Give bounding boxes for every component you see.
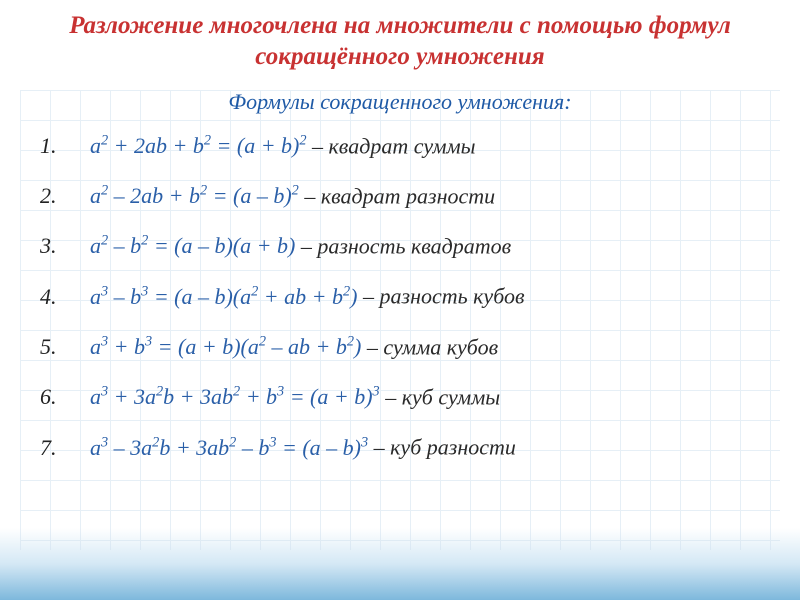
formula-row: 4.a3 – b3 = (a – b)(a2 + ab + b2) – разн… (40, 283, 760, 309)
formula-label: – сумма кубов (361, 334, 498, 359)
formula-label: – квадрат суммы (307, 133, 476, 158)
formula-number: 3. (40, 233, 90, 259)
formula-number: 6. (40, 384, 90, 410)
formula-list: 1.a2 + 2ab + b2 = (a + b)2 – квадрат сум… (0, 133, 800, 461)
formula-row: 3.a2 – b2 = (a – b)(a + b) – разность кв… (40, 233, 760, 259)
formula-text: a3 – 3a2b + 3ab2 – b3 = (a – b)3 – куб р… (90, 434, 516, 460)
formula-expression: a3 + b3 = (a + b)(a2 – ab + b2) (90, 334, 361, 359)
formula-expression: a2 + 2ab + b2 = (a + b)2 (90, 133, 307, 158)
formula-expression: a2 – 2ab + b2 = (a – b)2 (90, 183, 299, 208)
formula-number: 7. (40, 435, 90, 461)
formula-label: – квадрат разности (299, 183, 495, 208)
formula-label: – разность кубов (357, 284, 524, 309)
formula-label: – куб разности (368, 435, 516, 460)
formula-number: 2. (40, 183, 90, 209)
formula-number: 1. (40, 133, 90, 159)
formula-expression: a3 – 3a2b + 3ab2 – b3 = (a – b)3 (90, 435, 368, 460)
formula-text: a3 – b3 = (a – b)(a2 + ab + b2) – разнос… (90, 283, 525, 309)
formula-row: 7.a3 – 3a2b + 3ab2 – b3 = (a – b)3 – куб… (40, 434, 760, 460)
formula-text: a2 + 2ab + b2 = (a + b)2 – квадрат суммы (90, 133, 476, 159)
formula-expression: a2 – b2 = (a – b)(a + b) (90, 233, 295, 258)
slide: Разложение многочлена на множители с пом… (0, 0, 800, 600)
formula-expression: a3 + 3a2b + 3ab2 + b3 = (a + b)3 (90, 384, 380, 409)
formula-label: – куб суммы (380, 384, 500, 409)
formula-text: a2 – 2ab + b2 = (a – b)2 – квадрат разно… (90, 183, 495, 209)
formula-row: 1.a2 + 2ab + b2 = (a + b)2 – квадрат сум… (40, 133, 760, 159)
formula-number: 4. (40, 284, 90, 310)
formula-text: a3 + 3a2b + 3ab2 + b3 = (a + b)3 – куб с… (90, 384, 500, 410)
slide-subtitle: Формулы сокращенного умножения: (0, 89, 800, 115)
formula-expression: a3 – b3 = (a – b)(a2 + ab + b2) (90, 284, 357, 309)
formula-number: 5. (40, 334, 90, 360)
formula-text: a2 – b2 = (a – b)(a + b) – разность квад… (90, 233, 511, 259)
formula-row: 5.a3 + b3 = (a + b)(a2 – ab + b2) – сумм… (40, 334, 760, 360)
formula-label: – разность квадратов (295, 233, 511, 258)
formula-row: 6.a3 + 3a2b + 3ab2 + b3 = (a + b)3 – куб… (40, 384, 760, 410)
formula-text: a3 + b3 = (a + b)(a2 – ab + b2) – сумма … (90, 334, 498, 360)
slide-title: Разложение многочлена на множители с пом… (0, 0, 800, 79)
formula-row: 2.a2 – 2ab + b2 = (a – b)2 – квадрат раз… (40, 183, 760, 209)
